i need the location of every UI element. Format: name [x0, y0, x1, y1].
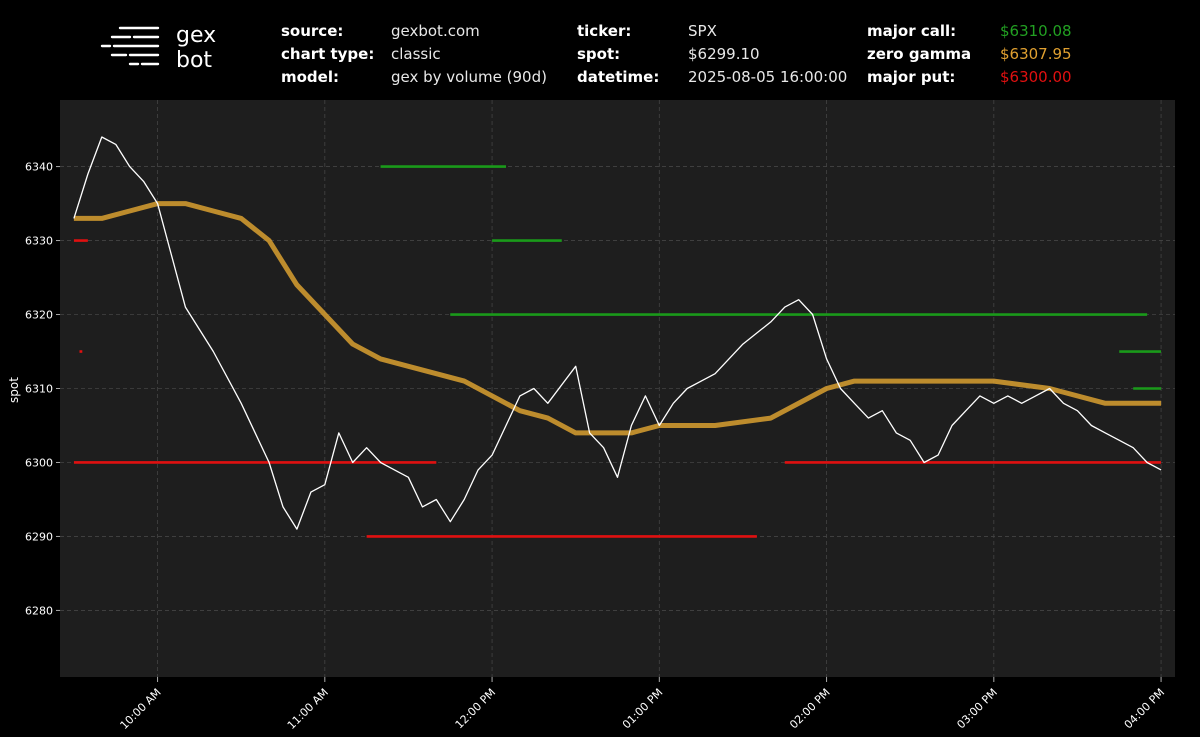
x-tick-label: 11:00 AM: [285, 686, 331, 732]
model-key: model:: [281, 68, 339, 86]
y-tick-label: 6330: [25, 235, 53, 248]
major-put-key: major put:: [867, 68, 956, 86]
x-tick-label: 04:00 PM: [1122, 686, 1167, 731]
y-tick-label: 6320: [25, 309, 53, 322]
level-series: [73, 165, 1162, 538]
y-tick-label: 6300: [25, 456, 53, 469]
chart-type-value: classic: [391, 45, 441, 63]
zero-gamma-value: $6307.95: [1000, 45, 1072, 63]
y-axis-label: spot: [7, 377, 21, 403]
ticker-value: SPX: [688, 22, 717, 40]
source-key: source:: [281, 22, 344, 40]
spot-value: $6299.10: [688, 45, 760, 63]
gexbot-logo: gex bot: [100, 23, 216, 72]
major-call-value: $6310.08: [1000, 22, 1072, 40]
header-col-2: ticker: spot: datetime:: [577, 20, 659, 89]
y-tick-label: 6340: [25, 161, 53, 174]
header-col-3: major call: zero gamma major put:: [867, 20, 971, 89]
model-value: gex by volume (90d): [391, 68, 547, 86]
header-col-1: source: chart type: model:: [281, 20, 374, 89]
x-tick-label: 02:00 PM: [787, 686, 832, 731]
x-tick-label: 03:00 PM: [954, 686, 999, 731]
x-tick-label: 01:00 PM: [620, 686, 665, 731]
y-tick-label: 6310: [25, 383, 53, 396]
logo-word-gex: gex: [176, 23, 216, 48]
zero-gamma-key: zero gamma: [867, 45, 972, 63]
datetime-value: 2025-08-05 16:00:00: [688, 68, 848, 86]
spot-line: [73, 136, 1162, 530]
header-col-1-values: gexbot.com classic gex by volume (90d): [391, 20, 547, 89]
x-axis: 10:00 AM 11:00 AM 12:00 PM 01:00 PM 02:00 PM…: [118, 677, 1167, 732]
spot-key: spot:: [577, 45, 621, 63]
y-tick-label: 6290: [25, 530, 53, 543]
x-tick-label: 12:00 PM: [453, 686, 498, 731]
major-call-key: major call:: [867, 22, 957, 40]
ticker-key: ticker:: [577, 22, 632, 40]
x-tick-label: 10:00 AM: [118, 686, 164, 732]
logo-word-bot: bot: [176, 48, 212, 72]
major-put-value: $6300.00: [1000, 68, 1072, 86]
y-axis: 6280 6290 6300 6310 6320 6330 6340: [25, 161, 60, 617]
zero_gamma-line: [73, 201, 1162, 436]
spot-series: [73, 136, 1162, 530]
header-col-3-values: $6310.08 $6307.95 $6300.00: [1000, 20, 1072, 89]
datetime-key: datetime:: [577, 68, 660, 86]
logo-speed-lines-icon: [100, 26, 160, 66]
header-col-2-values: SPX $6299.10 2025-08-05 16:00:00: [688, 20, 847, 89]
source-value: gexbot.com: [391, 22, 480, 40]
chart-type-key: chart type:: [281, 45, 375, 63]
y-tick-label: 6280: [25, 604, 53, 617]
zero-gamma-series: [73, 201, 1162, 436]
